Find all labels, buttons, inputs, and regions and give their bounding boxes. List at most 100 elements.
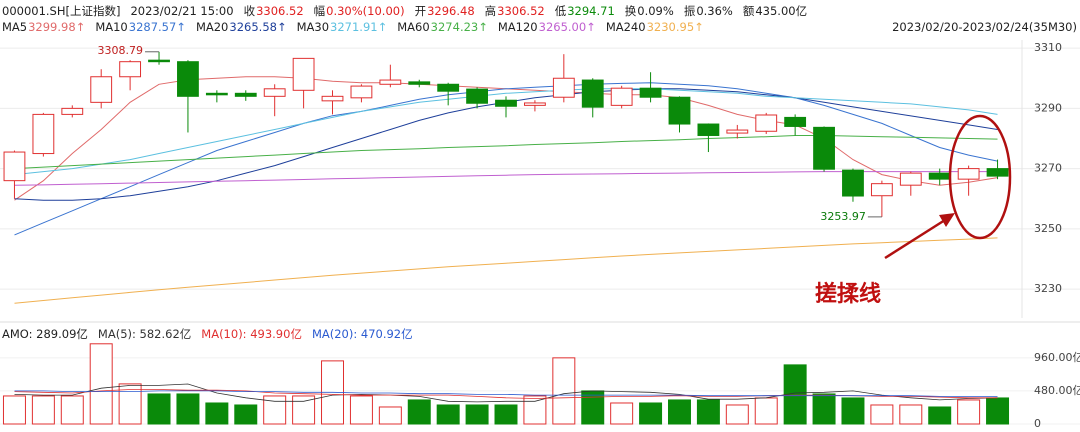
candle-body — [524, 102, 546, 106]
y-tick-label: 480.00亿 — [1034, 384, 1080, 397]
field-label: 开 — [414, 4, 427, 18]
ma-line — [14, 135, 998, 170]
volume-bar — [465, 404, 489, 425]
volume-bar — [147, 393, 171, 425]
volume-ma-line — [14, 389, 998, 399]
field-label: 收 — [243, 4, 256, 18]
candle-body — [668, 96, 691, 125]
candle-body — [870, 183, 893, 197]
ma-name: MA120 — [497, 20, 538, 34]
candle-body — [32, 113, 55, 155]
candle-body — [148, 59, 170, 63]
range-label: 2023/02/20-2023/02/24(35M30) — [892, 20, 1077, 34]
ma-line — [14, 171, 998, 186]
candle-body — [986, 168, 1009, 177]
candle-body — [726, 129, 749, 134]
ma-value: 3299.98↑ — [28, 20, 86, 34]
volume-ma-line — [14, 383, 998, 403]
candle-body — [755, 114, 778, 132]
candle-body — [928, 172, 951, 180]
volume-bar — [841, 397, 865, 425]
callout-arrow — [884, 218, 946, 260]
volume-bar — [754, 397, 778, 425]
candle-body — [177, 61, 199, 97]
volume-bar — [667, 399, 691, 425]
field-value: 435.00亿 — [755, 4, 808, 18]
volume-bar — [31, 395, 55, 425]
volume-bar — [205, 402, 229, 425]
volume-ma-legend: MA(10): 493.90亿 — [201, 327, 302, 341]
volume-ma-line — [14, 390, 998, 397]
y-tick-label: 960.00亿 — [1034, 351, 1080, 364]
volume-bar — [986, 397, 1010, 425]
volume-legend-item: AMO: 289.09亿 — [2, 327, 88, 341]
ma-line — [14, 237, 998, 304]
ma-value: 3287.57↑ — [128, 20, 186, 34]
volume-bar — [581, 390, 605, 425]
volume-bar — [89, 343, 113, 425]
candle-body — [610, 87, 633, 106]
volume-bar — [725, 404, 749, 425]
ma-name: MA5 — [2, 20, 28, 34]
annotation-label: 3308.79 — [98, 44, 144, 57]
volume-ma-legend: MA(5): 582.62亿 — [97, 327, 192, 341]
ma-legend: MA53299.98↑ MA103287.57↑ MA203265.58↑ MA303… — [2, 20, 1078, 34]
ma-line — [14, 82, 998, 236]
candle-body — [263, 88, 286, 97]
volume-bar — [349, 395, 373, 425]
volume-bar — [870, 404, 894, 425]
field-value: 0.36% — [696, 4, 733, 18]
ma-value: 3265.58↑ — [229, 20, 287, 34]
candle-body — [292, 57, 315, 91]
candle-body — [408, 81, 431, 85]
candle-body — [697, 123, 720, 136]
volume-bar — [812, 393, 836, 425]
candle-body — [61, 107, 84, 115]
annotation-label: 3253.97 — [820, 210, 866, 223]
candle-body — [321, 95, 344, 102]
volume-bar — [696, 399, 720, 425]
candle-body — [957, 168, 980, 180]
candle-body — [813, 126, 835, 170]
candle-body — [639, 87, 662, 98]
volume-bar — [60, 395, 84, 425]
candle-body — [784, 116, 807, 127]
volume-bar — [899, 404, 923, 425]
candle-body — [437, 83, 460, 92]
ma-value: 3265.00↑ — [538, 20, 596, 34]
candle-body — [581, 79, 604, 108]
callout-text: 搓揉线 — [815, 281, 881, 307]
ma-value: 3230.95↑ — [646, 20, 704, 34]
field-value: 3306.52 — [497, 4, 545, 18]
field-label: 低 — [554, 4, 567, 18]
y-tick-label: 0 — [1034, 417, 1041, 430]
volume-bar — [610, 402, 634, 425]
field-label: 幅 — [313, 4, 326, 18]
field-value: 0.09% — [637, 4, 674, 18]
volume-bar — [639, 402, 663, 425]
volume-bar — [928, 406, 952, 425]
quote-header: 000001.SH[上证指数] 2023/02/21 15:00 收3306.52 幅… — [2, 3, 808, 19]
candle-body — [234, 92, 257, 97]
candle-body — [90, 76, 113, 103]
y-tick-label: 3270 — [1034, 162, 1062, 175]
y-tick-label: 3250 — [1034, 222, 1062, 235]
candle-body — [552, 77, 575, 98]
field-value: 3306.52 — [256, 4, 304, 18]
field-value: 3294.71 — [567, 4, 615, 18]
candle-body — [379, 79, 402, 85]
ma-name: MA10 — [95, 20, 128, 34]
field-label: 换 — [624, 4, 637, 18]
volume-legend: AMO: 289.09亿 MA(5): 582.62亿 MA(10): 493.90… — [2, 326, 414, 342]
ma-value: 3274.23↑ — [430, 20, 488, 34]
ma-line — [14, 88, 998, 176]
field-label: 高 — [484, 4, 497, 18]
candle-body — [899, 172, 922, 186]
callout-arrowhead — [939, 213, 955, 227]
volume-bar — [957, 399, 981, 425]
volume-bar — [2, 395, 26, 425]
candle-body — [466, 88, 488, 104]
candle-body — [350, 85, 373, 99]
